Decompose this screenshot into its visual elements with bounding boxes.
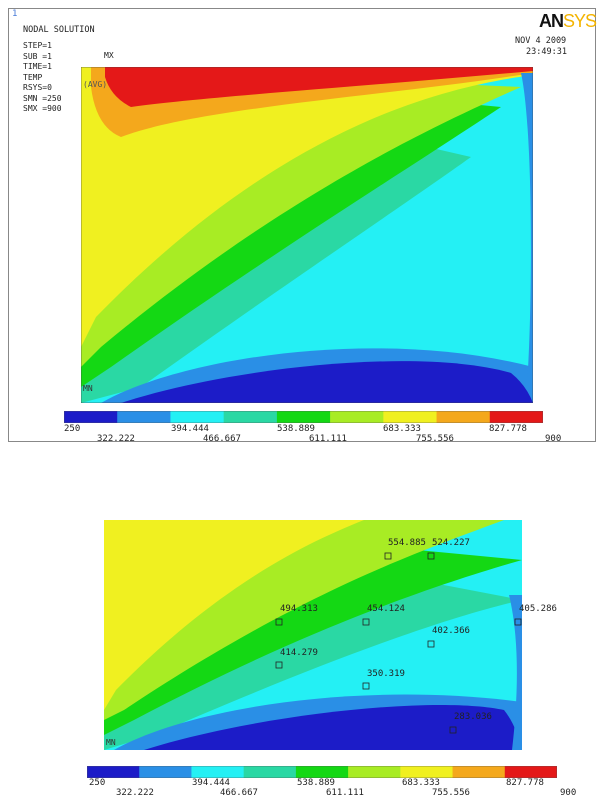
top-legend-label-827: 827.778 — [489, 424, 527, 434]
top-legend-label-538: 538.889 — [277, 424, 315, 434]
probe-value-5: 405.286 — [519, 604, 557, 614]
top-legend-swatch-2 — [117, 411, 171, 423]
probe-marker-4 — [362, 618, 370, 626]
bottom-legend-swatch-9 — [504, 766, 557, 778]
avg-label: (AVG) — [83, 80, 108, 89]
info-step: STEP=1 — [23, 41, 52, 50]
bottom-legend-swatch-5 — [295, 766, 349, 778]
probe-marker-1 — [384, 552, 392, 560]
top-legend-label-394: 394.444 — [171, 424, 209, 434]
bottom-legend-swatch-4 — [243, 766, 297, 778]
top-legend-label-683: 683.333 — [383, 424, 421, 434]
probe-value-8: 350.319 — [367, 669, 405, 679]
bottom-legend-label-394: 394.444 — [192, 778, 230, 788]
top-legend-swatch-3 — [170, 411, 225, 423]
probe-value-2: 524.227 — [432, 538, 470, 548]
top-legend-swatch-8 — [436, 411, 491, 423]
zoomed-contour-plot — [104, 520, 522, 750]
logo-sys: SYS — [563, 11, 597, 31]
top-legend-label-466: 466.667 — [203, 434, 241, 444]
info-block: STEP=1 SUB =1 TIME=1 TEMP RSYS=0 SMN =25… — [23, 41, 62, 115]
probe-marker-6 — [427, 640, 435, 648]
bottom-legend-label-827: 827.778 — [506, 778, 544, 788]
window-number: 1 — [12, 9, 18, 19]
zoom-mn-label: MN — [106, 738, 116, 747]
probe-value-9: 283.036 — [454, 712, 492, 722]
mn-label: MN — [83, 384, 93, 393]
bottom-legend-bar — [87, 766, 557, 778]
mx-label: MX — [104, 51, 114, 60]
logo-an: AN — [539, 11, 564, 31]
plot-title: NODAL SOLUTION — [23, 25, 95, 35]
probe-marker-2 — [427, 552, 435, 560]
plot-date: NOV 4 2009 — [515, 36, 567, 46]
band-red — [105, 67, 533, 107]
info-smn: SMN =250 — [23, 93, 62, 103]
top-plot-window: 1 NODAL SOLUTION STEP=1 SUB =1 TIME=1 TE… — [8, 8, 597, 444]
top-legend-label-900: 900 — [545, 434, 562, 444]
top-legend-swatch-4 — [223, 411, 278, 423]
top-legend-swatch-9 — [489, 411, 543, 423]
probe-marker-5 — [514, 618, 522, 626]
info-sub: SUB =1 — [23, 51, 52, 61]
bottom-legend-label-466: 466.667 — [220, 788, 258, 798]
probe-marker-8 — [362, 682, 370, 690]
zoom-band-right-edge — [509, 595, 522, 750]
probe-value-6: 402.366 — [432, 626, 470, 636]
top-legend-swatch-6 — [330, 411, 384, 423]
zoom-band-yellow — [104, 520, 364, 710]
bottom-legend-swatch-2 — [139, 766, 192, 778]
zoom-band-blue — [144, 704, 522, 750]
info-rsys: RSYS=0 — [23, 83, 52, 92]
band-right-edge — [521, 73, 533, 393]
info-time: TIME=1 — [23, 62, 52, 71]
probe-value-1: 554.885 — [388, 538, 426, 548]
bottom-legend-label-683: 683.333 — [402, 778, 440, 788]
probe-marker-9 — [449, 726, 457, 734]
band-blue — [121, 361, 533, 403]
probe-marker-7 — [275, 661, 283, 669]
info-smx: SMX =900 — [23, 104, 62, 113]
bottom-legend-swatch-8 — [452, 766, 506, 778]
bottom-legend-label-538: 538.889 — [297, 778, 335, 788]
bottom-legend-label-900: 900 — [560, 788, 577, 798]
probe-value-3: 494.313 — [280, 604, 318, 614]
ansys-logo: ANSYS — [539, 11, 597, 32]
top-legend-swatch-5 — [276, 411, 331, 423]
probe-marker-3 — [275, 618, 283, 626]
bottom-legend-swatch-3 — [191, 766, 245, 778]
probe-value-4: 454.124 — [367, 604, 405, 614]
bottom-legend-label-250: 250 — [89, 778, 106, 788]
info-temp: TEMP — [23, 72, 43, 82]
top-legend-label-250: 250 — [64, 424, 81, 434]
top-legend-label-755: 755.556 — [416, 434, 454, 444]
contour-plot — [81, 67, 533, 403]
plot-time: 23:49:31 — [526, 47, 567, 57]
top-legend-label-322: 322.222 — [97, 434, 135, 444]
top-legend-swatch-7 — [383, 411, 438, 423]
top-legend-bar — [64, 411, 543, 423]
top-legend-swatch-1 — [64, 411, 118, 423]
bottom-legend-swatch-1 — [87, 766, 140, 778]
top-legend-label-611: 611.111 — [309, 434, 347, 444]
bottom-legend-label-611: 611.111 — [326, 788, 364, 798]
bottom-legend-swatch-6 — [348, 766, 401, 778]
bottom-legend-label-322: 322.222 — [116, 788, 154, 798]
probe-value-7: 414.279 — [280, 648, 318, 658]
bottom-legend-swatch-7 — [400, 766, 454, 778]
band-yellow — [81, 67, 533, 347]
bottom-legend-label-755: 755.556 — [432, 788, 470, 798]
